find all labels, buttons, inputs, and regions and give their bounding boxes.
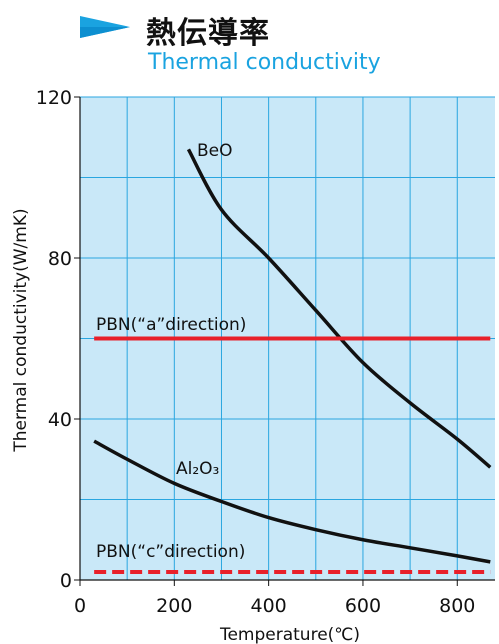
y-tick-label: 80 <box>48 248 72 270</box>
series-labels: BeO PBN(“a”direction) Al₂O₃ PBN(“c”directio… <box>96 141 246 562</box>
series-label-pbn-a-direction: PBN(“a”direction) <box>96 315 246 335</box>
x-axis-label: Temperature(℃) <box>219 625 360 644</box>
y-tick-label: 40 <box>48 409 72 431</box>
series-line-al-o <box>93 439 491 564</box>
arrow-icon <box>80 16 130 38</box>
x-tick-label: 200 <box>156 595 192 617</box>
x-tick-label: 400 <box>251 595 287 617</box>
series-label-beo: BeO <box>197 141 233 161</box>
x-tick-labels: 0 200 400 600 800 <box>74 580 475 617</box>
x-tick-label: 800 <box>439 595 475 617</box>
page-title-japanese: 熱伝導率 <box>146 16 270 51</box>
x-tick-label: 0 <box>74 595 86 617</box>
series-label-pbn-c-direction: PBN(“c”direction) <box>96 542 245 562</box>
y-tick-label: 0 <box>60 570 72 592</box>
y-axis-label: Thermal conductivity(W/mK) <box>11 208 31 452</box>
page-title-english: Thermal conductivity <box>148 50 381 75</box>
x-tick-label: 600 <box>345 595 381 617</box>
y-tick-label: 120 <box>36 87 72 109</box>
series-line-beo <box>186 148 492 469</box>
y-tick-labels: 0 40 80 120 <box>36 87 80 592</box>
series-group <box>93 148 492 574</box>
header: 熱伝導率 Thermal conductivity <box>0 0 499 86</box>
series-label-al-o: Al₂O₃ <box>176 459 219 479</box>
